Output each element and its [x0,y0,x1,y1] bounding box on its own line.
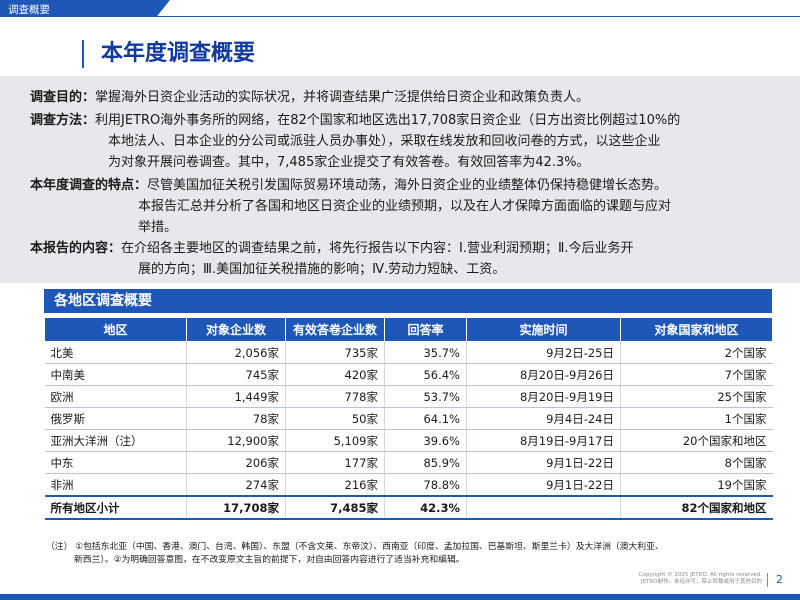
col-header-rate: 回答率 [384,317,467,342]
intro-panel: 调查目的：掌握海外日资企业活动的实际状况，并将调查结果广泛提供给日资企业和政策负… [0,76,800,283]
cell-region: 中东 [44,451,187,474]
cell-total-valid: 7,485家 [285,495,385,520]
features-line-1: 尽管美国加征关税引发国际贸易环境动荡，海外日资企业的业绩整体仍保持稳健增长态势。 [147,178,668,193]
features-line-2: 本报告汇总并分析了各国和地区日资企业的业绩预期，以及在人才保障方面面临的课题与应… [138,199,672,214]
cell-period: 8月20日-9月19日 [466,385,621,408]
table-row: 欧洲 1,449家 778家 53.7% 8月20日-9月19日 25个国家 [44,385,773,408]
cell-target: 78家 [186,407,286,430]
cell-region: 北美 [44,341,187,364]
cell-countries: 19个国家 [620,473,773,497]
cell-countries: 8个国家 [620,451,773,474]
cell-countries: 25个国家 [620,385,773,408]
copyright-line-1: Copyright © 2025 JETRO. All rights reser… [638,572,762,578]
cell-total-countries: 82个国家和地区 [620,495,773,520]
page-number-divider [767,573,768,587]
cell-countries: 7个国家 [620,363,773,386]
features-line-3: 举措。 [138,220,178,235]
cell-region: 欧洲 [44,385,187,408]
table-total-row: 所有地区小计 17,708家 7,485家 42.3% 82个国家和地区 [44,495,773,520]
copyright-line-2: JETRO制作。未经许可，禁止转载或用于其他目的 [640,579,762,585]
cell-valid: 735家 [285,341,385,364]
cell-region: 俄罗斯 [44,407,187,430]
cell-countries: 2个国家 [620,341,773,364]
cell-total-rate: 42.3% [384,495,467,520]
footnote-line-2: 新西兰）。②为明确回答意图，在不改变原文主旨的前提下，对自由回答内容进行了适当补… [74,555,465,565]
cell-period: 9月4日-24日 [466,407,621,430]
cell-region: 中南美 [44,363,187,386]
features-label-row: 本年度调查的特点：尽管美国加征关税引发国际贸易环境动荡，海外日资企业的业绩整体仍… [30,176,667,195]
contents-line-2: 展的方向；Ⅲ.美国加征关税措施的影响；Ⅳ.劳动力短缺、工资。 [138,262,506,277]
col-header-countries: 对象国家和地区 [620,317,773,342]
regions-table: 地区 对象企业数 有效答卷企业数 回答率 实施时间 对象国家和地区 北美 2,0… [44,317,773,520]
table-row: 亚洲大洋洲（注） 12,900家 5,109家 39.6% 8月19日-9月17… [44,429,773,452]
features-label: 本年度调查的特点： [30,178,148,193]
cell-target: 12,900家 [186,429,286,452]
cell-valid: 778家 [285,385,385,408]
cell-period: 8月20日-9月26日 [466,363,621,386]
cell-rate: 39.6% [384,429,467,452]
cell-rate: 35.7% [384,341,467,364]
cell-rate: 78.8% [384,473,467,497]
title-accent-bar [82,40,84,68]
footnote: （注） ①包括东北亚（中国、香港、澳门、台湾、韩国）、东盟（不含文莱、东帝汶）、… [46,541,776,567]
table-header-row: 地区 对象企业数 有效答卷企业数 回答率 实施时间 对象国家和地区 [44,317,773,342]
cell-valid: 5,109家 [285,429,385,452]
cell-region: 亚洲大洋洲（注） [44,429,187,452]
col-header-target: 对象企业数 [186,317,286,342]
contents-label-row: 本报告的内容：在介绍各主要地区的调查结果之前，将先行报告以下内容：Ⅰ.营业利润预… [30,239,634,258]
method-label: 调查方法： [30,113,96,128]
cell-valid: 216家 [285,473,385,497]
purpose-text: 掌握海外日资企业活动的实际状况，并将调查结果广泛提供给日资企业和政策负责人。 [95,90,590,105]
method-label-row: 调查方法：利用JETRO海外事务所的网络，在82个国家和地区选出17,708家日… [30,111,680,130]
col-header-period: 实施时间 [466,317,621,342]
cell-period: 9月1日-22日 [466,451,621,474]
cell-period: 9月1日-22日 [466,473,621,497]
contents-label: 本报告的内容： [30,241,122,256]
regions-table-title: 各地区调查概要 [44,289,772,313]
cell-total-region: 所有地区小计 [44,495,187,520]
cell-rate: 53.7% [384,385,467,408]
copyright: Copyright © 2025 JETRO. All rights reser… [638,572,762,586]
cell-region: 非洲 [44,473,187,497]
cell-period: 9月2日-25日 [466,341,621,364]
page-title: 本年度调查概要 [101,41,256,66]
col-header-valid: 有效答卷企业数 [285,317,385,342]
table-row: 非洲 274家 216家 78.8% 9月1日-22日 19个国家 [44,473,773,497]
section-tab: 调查概要 [0,0,170,17]
cell-valid: 177家 [285,451,385,474]
cell-countries: 20个国家和地区 [620,429,773,452]
table-row: 中东 206家 177家 85.9% 9月1日-22日 8个国家 [44,451,773,474]
cell-countries: 1个国家 [620,407,773,430]
header-rule [0,16,800,17]
page-number: 2 [776,573,783,586]
contents-line-1: 在介绍各主要地区的调查结果之前，将先行报告以下内容：Ⅰ.营业利润预期；Ⅱ.今后业… [121,241,634,256]
cell-valid: 420家 [285,363,385,386]
cell-rate: 56.4% [384,363,467,386]
method-line-3: 为对象开展问卷调查。其中，7,485家企业提交了有效答卷。有效回答率为42.3%… [108,155,590,170]
footer-bar [0,594,800,600]
cell-total-period [466,495,621,520]
cell-target: 2,056家 [186,341,286,364]
cell-rate: 85.9% [384,451,467,474]
cell-rate: 64.1% [384,407,467,430]
method-line-2: 本地法人、日本企业的分公司或派驻人员办事处），采取在线发放和回收问卷的方式，以这… [108,134,661,149]
table-row: 北美 2,056家 735家 35.7% 9月2日-25日 2个国家 [44,341,773,364]
method-line-1: 利用JETRO海外事务所的网络，在82个国家和地区选出17,708家日资企业（日… [95,113,681,128]
purpose-row: 调查目的：掌握海外日资企业活动的实际状况，并将调查结果广泛提供给日资企业和政策负… [30,88,589,107]
cell-target: 206家 [186,451,286,474]
section-tab-label: 调查概要 [8,4,50,16]
table-row: 中南美 745家 420家 56.4% 8月20日-9月26日 7个国家 [44,363,773,386]
cell-period: 8月19日-9月17日 [466,429,621,452]
table-row: 俄罗斯 78家 50家 64.1% 9月4日-24日 1个国家 [44,407,773,430]
purpose-label: 调查目的： [30,90,96,105]
cell-target: 1,449家 [186,385,286,408]
col-header-region: 地区 [44,317,187,342]
cell-total-target: 17,708家 [186,495,286,520]
cell-valid: 50家 [285,407,385,430]
cell-target: 274家 [186,473,286,497]
footnote-line-1: （注） ①包括东北亚（中国、香港、澳门、台湾、韩国）、东盟（不含文莱、东帝汶）、… [46,542,664,552]
cell-target: 745家 [186,363,286,386]
